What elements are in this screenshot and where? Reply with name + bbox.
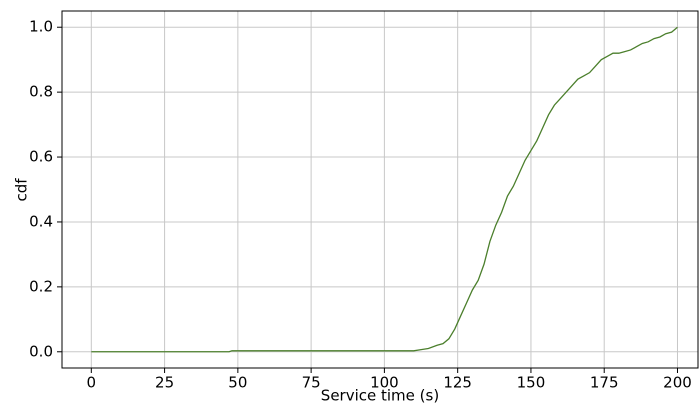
x-tick-label: 150 <box>517 374 546 392</box>
y-tick-label: 0.0 <box>29 342 53 360</box>
x-tick-label: 25 <box>155 374 174 392</box>
x-tick-label: 50 <box>228 374 247 392</box>
y-tick-label: 0.6 <box>29 148 53 166</box>
x-tick-label: 125 <box>443 374 472 392</box>
x-tick-label: 200 <box>663 374 692 392</box>
x-tick-label: 100 <box>370 374 399 392</box>
y-tick-label: 1.0 <box>29 18 53 36</box>
x-tick-label: 0 <box>87 374 97 392</box>
y-tick-label: 0.8 <box>29 83 53 101</box>
plot-frame <box>61 10 699 369</box>
x-axis-label: Service time (s) <box>321 387 439 405</box>
y-tick-label: 0.4 <box>29 212 53 230</box>
cdf-line <box>91 26 678 353</box>
y-axis-label: cdf <box>13 178 31 202</box>
x-tick-label: 75 <box>302 374 321 392</box>
x-tick-label: 175 <box>590 374 619 392</box>
y-tick-label: 0.2 <box>29 277 53 295</box>
